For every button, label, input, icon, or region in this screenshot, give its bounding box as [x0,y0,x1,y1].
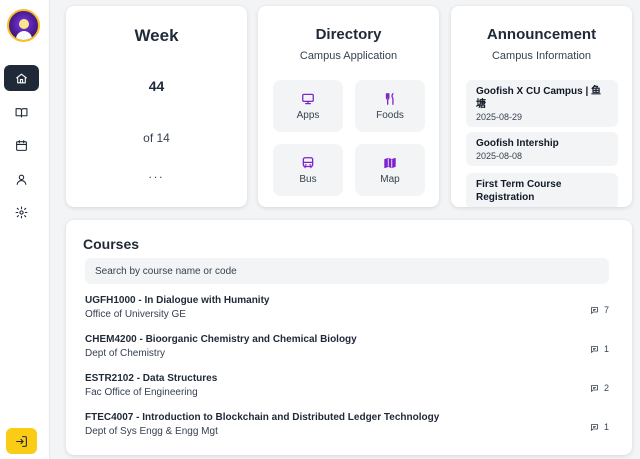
comment-icon [591,423,598,431]
app-tile-label: Map [380,173,400,185]
bus-icon [302,156,314,168]
map-icon [384,157,396,168]
directory-title: Directory [315,26,382,43]
nav-calendar-button[interactable] [4,132,39,158]
sidebar [0,0,50,459]
app-tile-foods[interactable]: Foods [355,80,425,132]
app-tile-bus[interactable]: Bus [273,144,343,196]
announcement-title: Announcement [486,26,597,43]
directory-subtitle: Campus Application [299,50,398,62]
comment-count: 1 [590,422,609,432]
comment-icon [591,384,598,392]
course-dept: Dept of Sys Engg & Engg Mgt [85,426,218,437]
course-dept: Fac Office of Engineering [85,387,198,398]
logout-icon [16,435,27,447]
monitor-icon [302,93,314,104]
course-search-input[interactable] [85,258,609,284]
announcement-item-date: 2025-08-29 [476,112,523,122]
book-icon [15,107,28,117]
nav-courses-button[interactable] [4,99,39,125]
week-title: Week [134,26,179,45]
comment-icon [591,306,598,314]
nav-profile-button[interactable] [4,166,39,192]
week-card: Week 44 of 14 ... [66,6,247,207]
directory-card: Directory Campus Application Apps Foods … [258,6,439,207]
course-row[interactable]: UGFH1000 - In Dialogue with Humanity Off… [85,295,615,331]
courses-card: Courses UGFH1000 - In Dialogue with Huma… [66,220,632,455]
logout-button[interactable] [6,428,37,454]
announcement-item-title: Goofish X CU Campus | 鱼塘 [476,86,602,110]
comment-count: 2 [590,383,609,393]
announcement-item-title: First Term Course Registration [476,179,562,203]
announcement-item-date: 2025-08-08 [476,151,523,161]
app-tile-apps[interactable]: Apps [273,80,343,132]
course-row[interactable]: FTEC4007 - Introduction to Blockchain an… [85,412,615,448]
course-code: UGFH1000 - In Dialogue with Humanity [85,295,270,306]
week-more: ... [148,167,165,181]
app-tile-label: Bus [299,173,317,185]
nav-settings-button[interactable] [4,199,39,225]
course-dept: Dept of Chemistry [85,348,166,359]
announcement-card: Announcement Campus Information Goofish … [451,6,632,207]
app-logo [7,9,40,42]
course-row[interactable]: CHEM4200 - Bioorganic Chemistry and Chem… [85,334,615,370]
calendar-icon [16,139,27,151]
home-icon [16,73,27,83]
comment-count: 1 [590,344,609,354]
course-dept: Office of University GE [85,309,186,320]
gear-icon [15,206,28,218]
courses-title: Courses [83,236,140,252]
app-tile-map[interactable]: Map [355,144,425,196]
user-icon [16,174,27,185]
announcement-item[interactable]: Goofish Intership 2025-08-08 [466,132,618,166]
course-row[interactable]: ESTR2102 - Data Structures Fac Office of… [85,373,615,409]
comment-count: 7 [590,305,609,315]
announcement-item-title: Goofish Intership [476,138,559,149]
utensils-icon [385,92,394,105]
app-tile-label: Foods [376,109,404,121]
announcement-item[interactable]: Goofish X CU Campus | 鱼塘 2025-08-29 [466,80,618,127]
course-code: FTEC4007 - Introduction to Blockchain an… [85,412,440,423]
comment-icon [591,345,598,353]
week-total: of 14 [143,131,170,145]
week-number: 44 [148,78,165,94]
announcement-subtitle: Campus Information [491,50,592,62]
course-code: ESTR2102 - Data Structures [85,373,218,384]
announcement-item[interactable]: First Term Course Registration [466,173,618,207]
course-code: CHEM4200 - Bioorganic Chemistry and Chem… [85,334,357,345]
app-tile-label: Apps [296,109,320,121]
nav-home-button[interactable] [4,65,39,91]
